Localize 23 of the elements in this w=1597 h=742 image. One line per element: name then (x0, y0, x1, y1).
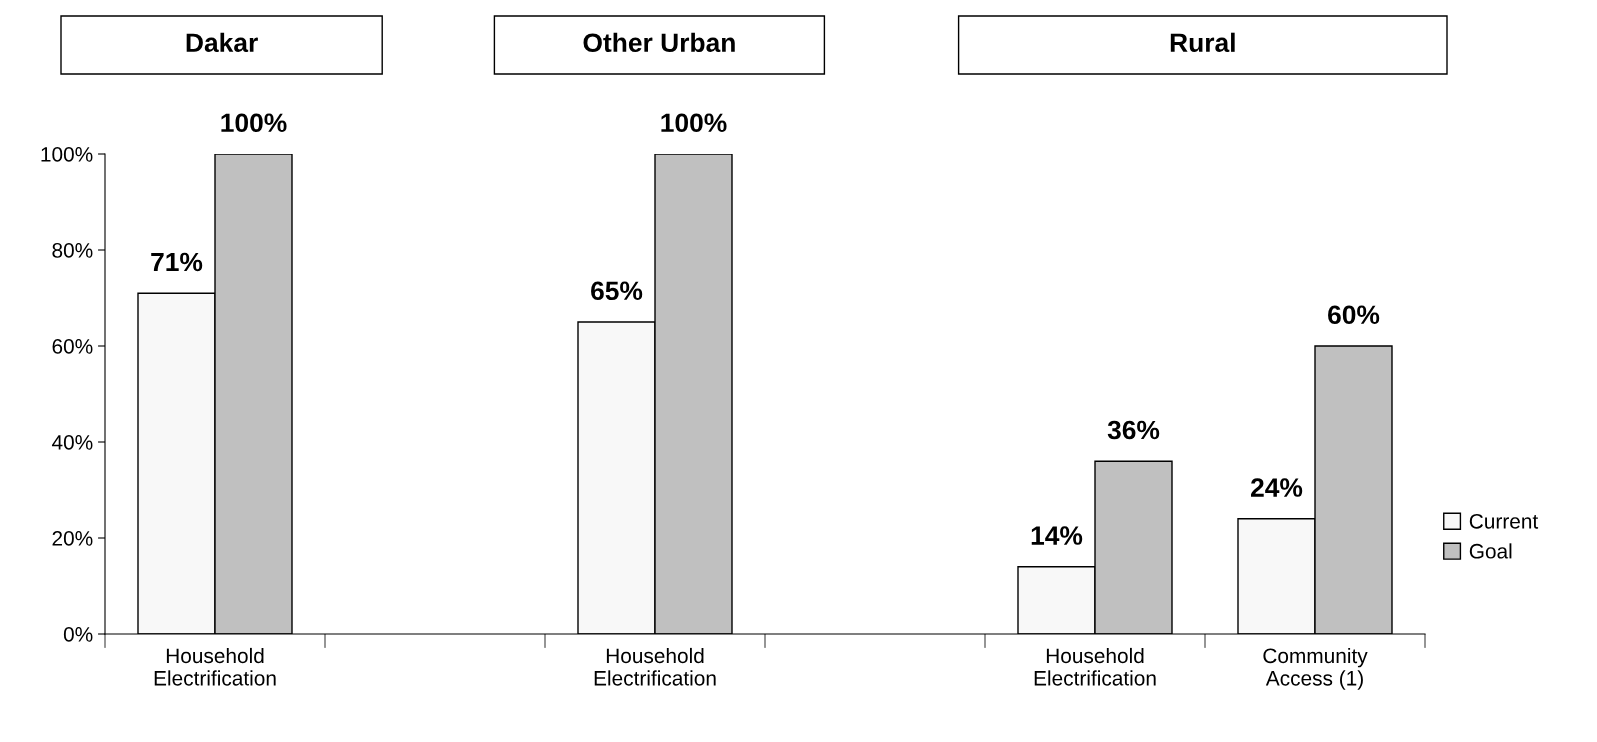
y-tick-label: 20% (52, 531, 93, 546)
data-label: 100% (661, 113, 727, 133)
data-label: 14% (1031, 526, 1083, 545)
data-label: 71% (151, 252, 203, 272)
x-tick-label: Community Access (1) (1263, 647, 1368, 690)
y-tick-label: 80% (52, 243, 93, 258)
data-label: 100% (221, 113, 287, 133)
data-label: 24% (1251, 478, 1303, 497)
text: Dakar (186, 32, 258, 53)
text: Other Urban (583, 32, 735, 53)
legend-label: Current (1469, 513, 1539, 529)
data-label: 36% (1107, 420, 1160, 440)
x-tick-label: Household Electrification (154, 647, 276, 686)
legend-label: Goal (1469, 543, 1512, 559)
y-tick-label: 40% (51, 435, 93, 450)
data-label: 60% (1328, 305, 1380, 325)
x-tick-label: Household Electrification (1034, 647, 1156, 686)
data-label: 65% (591, 281, 643, 301)
x-tick-label: Household Electrification (594, 647, 716, 686)
text: Rural (1170, 32, 1235, 53)
y-tick-label: 60% (52, 339, 93, 354)
y-tick-label: 100% (41, 147, 93, 162)
y-tick-label: 0% (63, 627, 93, 642)
